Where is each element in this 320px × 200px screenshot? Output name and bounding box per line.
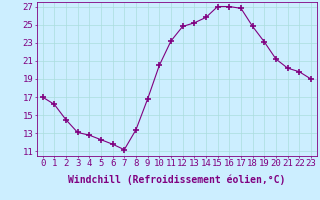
X-axis label: Windchill (Refroidissement éolien,°C): Windchill (Refroidissement éolien,°C) bbox=[68, 174, 285, 185]
